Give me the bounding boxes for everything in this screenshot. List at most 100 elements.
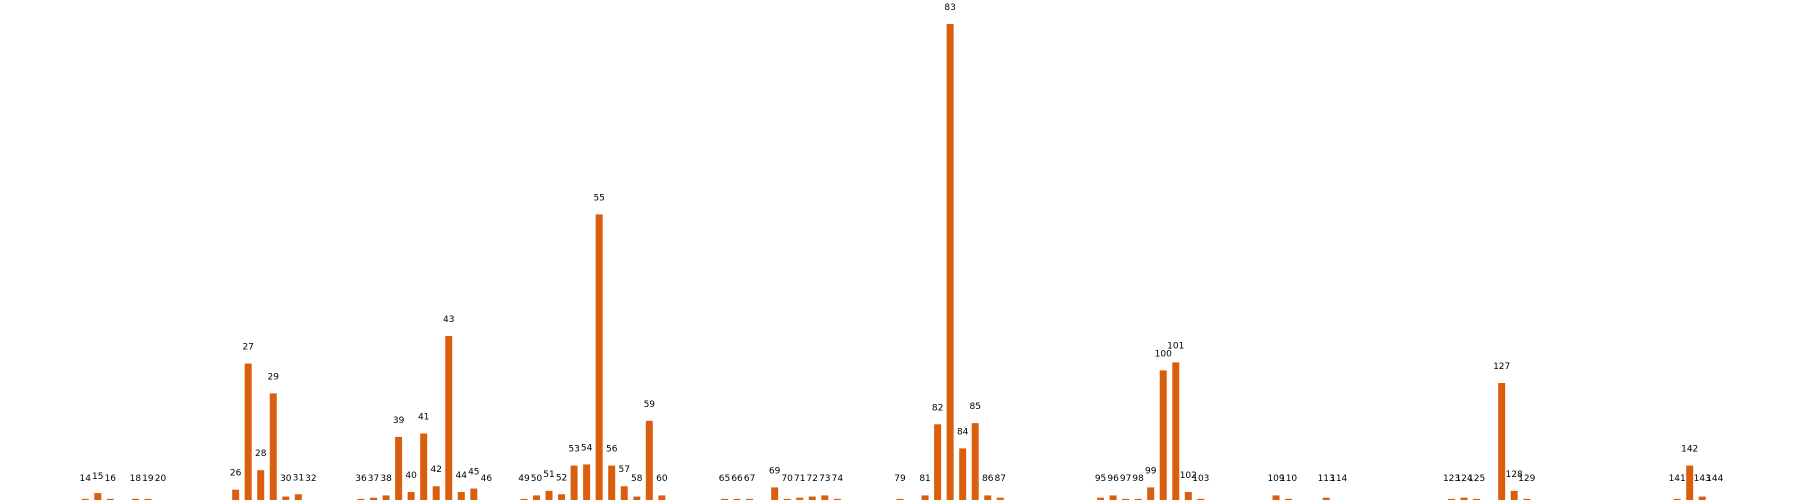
bar — [570, 465, 578, 500]
bar-label: 98 — [1132, 474, 1144, 484]
bar — [106, 498, 114, 500]
bar — [282, 496, 290, 500]
bar — [94, 493, 102, 500]
bar-label: 82 — [932, 403, 943, 413]
bar-label: 100 — [1155, 349, 1172, 359]
bar-label: 26 — [230, 469, 242, 479]
bar — [658, 495, 666, 500]
bar-label: 79 — [894, 474, 906, 484]
bar-label: 29 — [268, 372, 280, 382]
bar-label: 15 — [92, 472, 103, 482]
bar — [821, 495, 829, 500]
bar-label: 144 — [1706, 474, 1723, 484]
bar — [946, 24, 954, 500]
bar — [420, 433, 428, 500]
bar — [257, 470, 265, 500]
bar-label: 81 — [919, 474, 930, 484]
bar — [1197, 498, 1205, 500]
bar-label: 52 — [556, 473, 567, 483]
bar-label: 110 — [1280, 474, 1297, 484]
bar-label: 71 — [794, 474, 805, 484]
bar — [583, 464, 591, 500]
bar — [1134, 498, 1142, 500]
bar-label: 72 — [807, 474, 818, 484]
bar — [1473, 498, 1481, 500]
bar-label: 46 — [481, 474, 493, 484]
bar — [959, 448, 967, 500]
bar-label: 42 — [430, 465, 441, 475]
bar-label: 41 — [418, 412, 429, 422]
bar-label: 125 — [1468, 474, 1485, 484]
bar — [833, 498, 841, 500]
bar — [357, 498, 365, 500]
bar — [1698, 496, 1706, 500]
bar — [645, 420, 653, 500]
bar-label: 101 — [1167, 341, 1184, 351]
bar-label: 45 — [468, 468, 479, 478]
bar-label: 143 — [1694, 474, 1711, 484]
bar-label: 44 — [456, 471, 468, 481]
bar — [921, 495, 929, 500]
bar — [407, 491, 415, 500]
bar-label: 20 — [155, 474, 167, 484]
bar-label: 142 — [1681, 445, 1698, 455]
bar-label: 43 — [443, 315, 454, 325]
bar-label: 129 — [1518, 474, 1535, 484]
bar-label: 67 — [744, 474, 755, 484]
bar — [1510, 490, 1518, 500]
bar — [1172, 362, 1180, 500]
bar-label: 127 — [1493, 362, 1510, 372]
bar — [633, 496, 641, 500]
bar — [1272, 495, 1280, 500]
bar — [1159, 370, 1167, 500]
bar — [984, 495, 992, 500]
bar-label: 70 — [781, 474, 793, 484]
bar — [721, 498, 729, 500]
bar — [445, 335, 453, 500]
bar-label: 50 — [531, 474, 543, 484]
bar-label: 14 — [80, 474, 92, 484]
bar — [808, 496, 816, 500]
bar-label: 30 — [280, 474, 292, 484]
bar-label: 54 — [581, 443, 593, 453]
bar-label: 86 — [982, 474, 994, 484]
bar — [131, 498, 139, 500]
bar — [432, 486, 440, 500]
bar-label: 27 — [242, 343, 253, 353]
bar — [81, 498, 89, 500]
bar — [294, 494, 302, 500]
bar-label: 59 — [644, 400, 656, 410]
bar — [457, 491, 465, 500]
bar-label: 56 — [606, 445, 618, 455]
bar-label: 16 — [105, 474, 117, 484]
bar-label: 38 — [380, 474, 392, 484]
bar — [269, 393, 277, 500]
bar — [1285, 498, 1293, 500]
bar — [1184, 491, 1192, 500]
bar-label: 58 — [631, 474, 643, 484]
bar — [733, 498, 741, 500]
bar — [771, 487, 779, 500]
bar — [545, 490, 553, 500]
bar-label: 28 — [255, 449, 267, 459]
bar — [608, 465, 616, 500]
bar — [1109, 495, 1117, 500]
bar-label: 69 — [769, 466, 781, 476]
bar-label: 114 — [1330, 474, 1347, 484]
bar — [1448, 498, 1456, 500]
bar-label: 103 — [1192, 474, 1209, 484]
bar — [382, 495, 390, 500]
bar — [558, 494, 566, 500]
bar — [1523, 498, 1531, 500]
bar-label: 128 — [1506, 470, 1523, 480]
bar-label: 37 — [368, 474, 379, 484]
bar-label: 40 — [405, 471, 417, 481]
bar — [1498, 383, 1506, 500]
bar-label: 18 — [130, 474, 142, 484]
bar — [144, 498, 152, 500]
bar-label: 87 — [995, 474, 1006, 484]
bar-label: 60 — [656, 474, 668, 484]
bar-label: 66 — [731, 474, 743, 484]
bar-label: 109 — [1267, 474, 1284, 484]
